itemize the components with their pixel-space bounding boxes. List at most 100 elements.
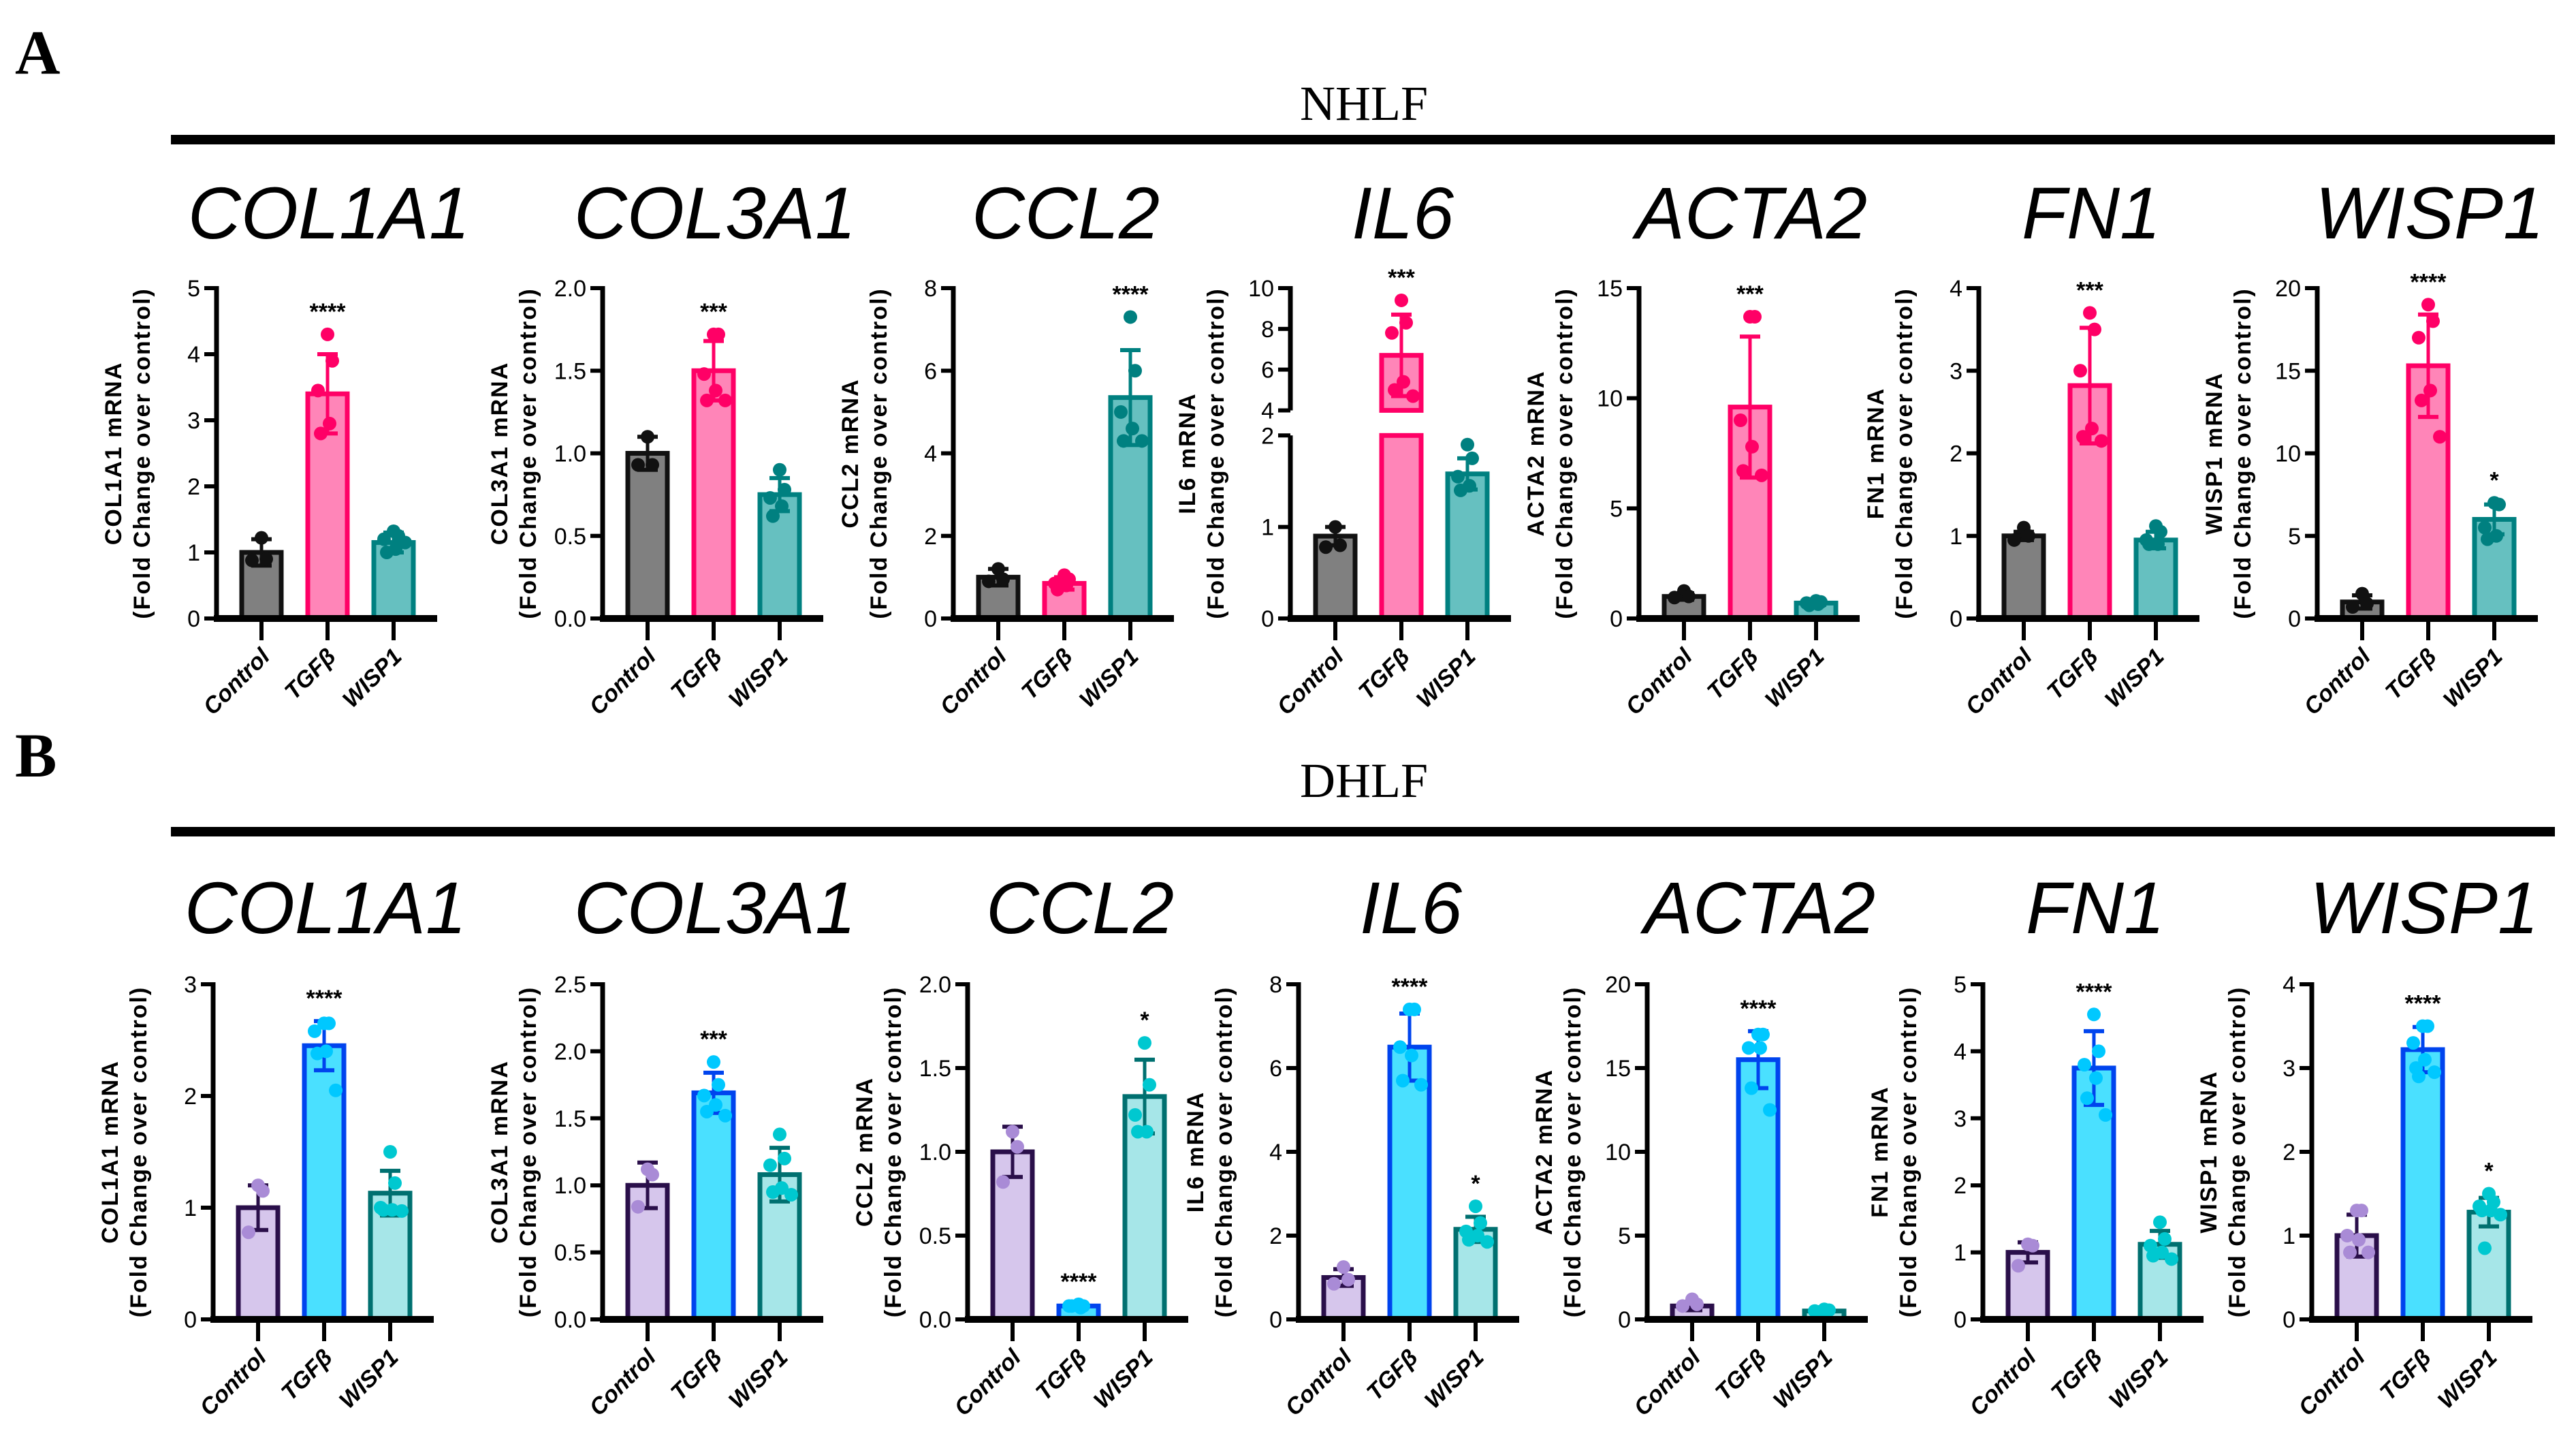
gene-title: ACTA2 xyxy=(1632,172,1867,254)
y-tick-label: 15 xyxy=(2275,358,2301,384)
y-tick-label: 5 xyxy=(1618,1223,1631,1249)
bar-wisp1 xyxy=(757,492,802,621)
gene-title: WISP1 xyxy=(2315,172,2544,254)
data-point xyxy=(996,572,1010,586)
x-tick-label: Control xyxy=(949,1344,1026,1421)
x-tick-label: WISP1 xyxy=(1760,644,1830,713)
significance-marker: *** xyxy=(1736,281,1764,307)
data-point xyxy=(1408,1002,1421,1016)
data-point xyxy=(322,1016,336,1031)
y-axis-label-2: (Fold Change over control) xyxy=(126,986,152,1317)
y-axis-label-2: (Fold Change over control) xyxy=(1560,986,1586,1317)
data-point xyxy=(383,1145,397,1159)
y-tick-label: 0.5 xyxy=(554,1240,586,1266)
y-tick-label: 4 xyxy=(1954,1039,1967,1065)
data-point xyxy=(2492,497,2506,512)
significance-marker: **** xyxy=(2411,269,2447,295)
data-point xyxy=(2423,383,2437,398)
y-tick-label: 5 xyxy=(1610,496,1623,522)
data-point xyxy=(1388,383,1401,397)
data-point xyxy=(1396,1073,1410,1088)
data-point xyxy=(1742,1041,1755,1055)
x-tick-label: WISP1 xyxy=(1420,1345,1489,1414)
y-tick-label: 6 xyxy=(1261,358,1274,383)
data-point xyxy=(1117,434,1130,448)
y-tick-label: 1.5 xyxy=(554,358,586,384)
y-tick-label: 2 xyxy=(184,1084,197,1110)
data-point xyxy=(1469,1199,1482,1213)
data-point xyxy=(766,509,780,523)
data-point xyxy=(1682,589,1696,604)
y-tick-label: 2 xyxy=(1269,1223,1282,1249)
x-tick-label: WISP1 xyxy=(2438,644,2508,713)
y-tick-label: 3 xyxy=(1950,358,1962,384)
data-point xyxy=(1329,520,1342,534)
data-point xyxy=(2092,1044,2105,1059)
data-point xyxy=(311,383,325,398)
y-axis-label: COL1A1 mRNA xyxy=(97,1060,123,1243)
significance-marker: **** xyxy=(1392,974,1429,1000)
bar-tgfβ xyxy=(1736,1057,1781,1322)
x-tick-label: Control xyxy=(195,1344,272,1421)
data-point xyxy=(1406,389,1420,403)
y-axis-label: IL6 mRNA xyxy=(1175,392,1200,514)
data-point xyxy=(2421,1019,2434,1033)
significance-marker: **** xyxy=(1061,1269,1098,1295)
y-tick-label: 1 xyxy=(187,540,200,566)
data-point xyxy=(2099,1108,2112,1122)
data-point xyxy=(2421,298,2435,312)
data-point xyxy=(2478,520,2492,535)
chart-a-col1a1: COL1A1 COL1A1 mRNA (Fold Change over contr… xyxy=(101,172,470,720)
y-tick-label: 10 xyxy=(1605,1140,1631,1165)
data-point xyxy=(775,499,789,514)
data-point xyxy=(380,546,394,559)
x-tick-label: TGFβ xyxy=(666,1345,727,1406)
chart-a-il6: IL6 IL6 mRNA (Fold Change over control) Con… xyxy=(1175,172,1511,720)
data-point xyxy=(1465,451,1479,465)
x-tick-label: TGFβ xyxy=(1354,644,1415,705)
data-point xyxy=(2412,330,2426,345)
gene-title: IL6 xyxy=(1352,172,1454,254)
significance-marker: *** xyxy=(700,299,727,325)
data-point xyxy=(2007,533,2021,547)
y-tick-label: 10 xyxy=(2275,441,2301,467)
y-tick-label: 2 xyxy=(1954,1173,1967,1199)
data-point xyxy=(1763,1103,1777,1117)
x-tick-label: WISP1 xyxy=(1089,1345,1158,1414)
x-tick-label: Control xyxy=(1629,1344,1706,1421)
data-point xyxy=(763,490,777,505)
gene-title: COL1A1 xyxy=(188,172,470,254)
y-tick-label: 2 xyxy=(1950,441,1962,467)
y-tick-label: 20 xyxy=(1605,972,1631,998)
y-tick-label: 0 xyxy=(1261,606,1274,632)
data-point xyxy=(641,430,654,444)
y-tick-label: 0 xyxy=(924,606,937,632)
data-point xyxy=(778,1151,791,1165)
bar-control xyxy=(625,451,670,621)
panel-a-label: A xyxy=(15,18,60,87)
data-point xyxy=(1690,1297,1704,1311)
y-axis-label-2: (Fold Change over control) xyxy=(129,287,155,618)
data-point xyxy=(2022,529,2035,543)
data-point xyxy=(1337,1260,1350,1274)
data-point xyxy=(2406,1036,2420,1050)
y-axis-label: COL1A1 mRNA xyxy=(101,362,127,545)
chart-b-fn1: FN1 FN1 mRNA (Fold Change over control) Con… xyxy=(1867,866,2204,1421)
data-point xyxy=(1327,1276,1341,1291)
significance-marker: *** xyxy=(1388,265,1415,291)
data-point xyxy=(1745,1081,1758,1095)
y-axis-label-2: (Fold Change over control) xyxy=(515,986,541,1317)
data-point xyxy=(700,393,714,407)
data-point xyxy=(1753,1041,1767,1055)
panel-a-cell-line: NHLF xyxy=(1300,76,1428,131)
x-tick-label: TGFβ xyxy=(280,644,341,705)
data-point xyxy=(2481,532,2494,546)
y-tick-label: 4 xyxy=(1950,276,1962,302)
data-point xyxy=(1065,1299,1079,1313)
x-tick-label: WISP1 xyxy=(334,1345,404,1414)
gene-title: IL6 xyxy=(1360,866,1463,949)
y-axis-label-2: (Fold Change over control) xyxy=(880,986,906,1317)
significance-marker: * xyxy=(2490,467,2499,493)
y-axis-label: WISP1 mRNA xyxy=(2201,372,2227,535)
